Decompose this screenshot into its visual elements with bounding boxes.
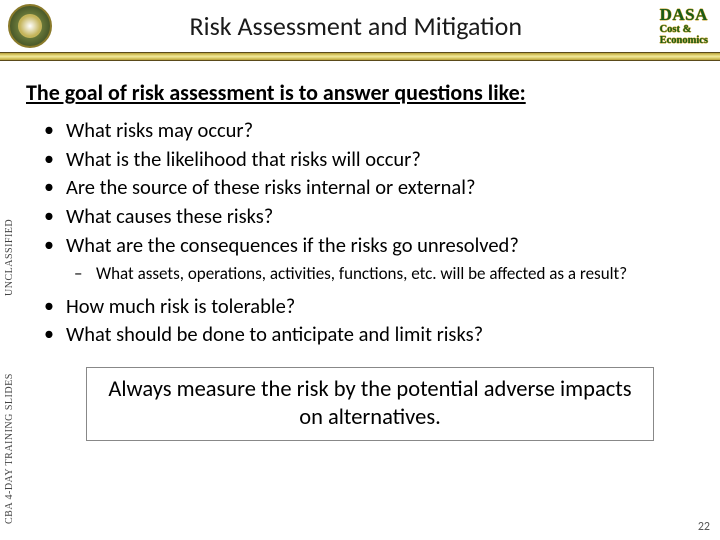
- dasa-logo-line2: Cost &: [660, 24, 708, 35]
- side-label-course: CBA 4-DAY TRAINING SLIDES: [4, 373, 15, 524]
- bullet-item: What are the consequences if the risks g…: [44, 231, 694, 260]
- bullet-item: Are the source of these risks internal o…: [44, 173, 694, 202]
- army-seal-icon: [8, 4, 52, 48]
- page-number: 22: [698, 520, 710, 534]
- secondary-bullet-list: How much risk is tolerable? What should …: [26, 292, 694, 349]
- gold-divider-bar: [0, 52, 720, 61]
- sub-bullet-list: What assets, operations, activities, fun…: [26, 263, 694, 285]
- callout-box: Always measure the risk by the potential…: [86, 367, 654, 441]
- bullet-item: What causes these risks?: [44, 202, 694, 231]
- dasa-logo: DASA Cost & Economics: [660, 6, 712, 46]
- slide-header: Risk Assessment and Mitigation DASA Cost…: [0, 0, 720, 52]
- bullet-item: What is the likelihood that risks will o…: [44, 145, 694, 174]
- slide-content: The goal of risk assessment is to answer…: [0, 61, 720, 441]
- dasa-logo-line3: Economics: [660, 35, 708, 46]
- side-label-unclassified: UNCLASSIFIED: [4, 219, 15, 296]
- slide-title: Risk Assessment and Mitigation: [52, 10, 660, 42]
- goal-heading: The goal of risk assessment is to answer…: [26, 79, 694, 106]
- sub-bullet-item: What assets, operations, activities, fun…: [74, 263, 694, 285]
- bullet-item: What risks may occur?: [44, 116, 694, 145]
- dasa-logo-line1: DASA: [660, 6, 708, 24]
- bullet-item: How much risk is tolerable?: [44, 292, 694, 321]
- primary-bullet-list: What risks may occur? What is the likeli…: [26, 116, 694, 259]
- bullet-item: What should be done to anticipate and li…: [44, 320, 694, 349]
